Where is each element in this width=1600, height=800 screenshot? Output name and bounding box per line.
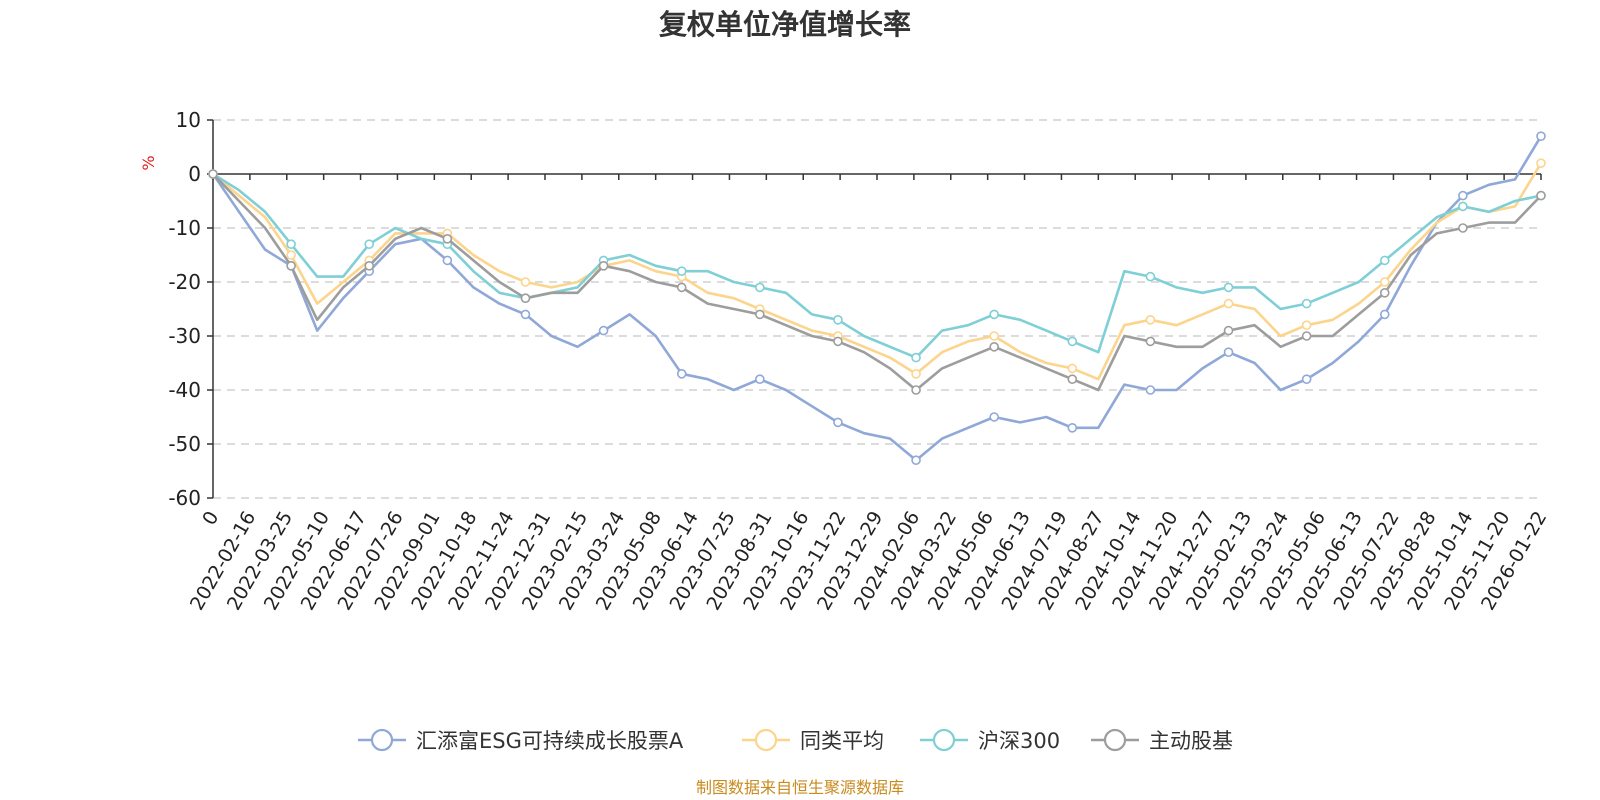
series-point bbox=[364, 239, 375, 249]
x-axis-ticks: 02022-02-162022-03-252022-05-102022-06-1… bbox=[186, 174, 1551, 614]
legend-label: 同类平均 bbox=[800, 729, 884, 753]
series-point bbox=[1379, 287, 1390, 298]
series-point bbox=[1145, 385, 1156, 395]
y-tick-label: -10 bbox=[168, 216, 201, 240]
y-tick-label: -30 bbox=[168, 324, 201, 348]
legend-item-1[interactable]: 同类平均 bbox=[742, 728, 884, 753]
series-point bbox=[1379, 255, 1390, 266]
series-point bbox=[676, 282, 687, 293]
series-point bbox=[676, 266, 687, 277]
series-point bbox=[1067, 422, 1078, 433]
y-tick-label: -20 bbox=[168, 270, 201, 294]
series-line-2 bbox=[212, 172, 1542, 359]
series-point bbox=[1301, 374, 1312, 385]
series-point bbox=[442, 234, 453, 244]
series-point bbox=[598, 325, 609, 336]
series-point bbox=[755, 282, 765, 293]
series-point bbox=[286, 260, 296, 271]
series-point bbox=[520, 293, 531, 304]
series-point bbox=[989, 309, 999, 320]
series-point bbox=[911, 368, 921, 379]
series-point bbox=[833, 417, 843, 428]
series-point bbox=[208, 169, 218, 179]
series-point bbox=[989, 412, 999, 422]
y-tick-label: 0 bbox=[188, 162, 201, 186]
y-tick-label: -60 bbox=[168, 486, 201, 510]
series-point bbox=[989, 341, 999, 352]
series-point bbox=[911, 455, 921, 466]
legend-label: 沪深300 bbox=[978, 729, 1060, 753]
legend-marker bbox=[754, 728, 778, 752]
series-line-0 bbox=[211, 135, 1543, 462]
series-point bbox=[520, 277, 531, 287]
series-point bbox=[520, 309, 531, 320]
series-line-1 bbox=[212, 162, 1543, 381]
legend-marker bbox=[1103, 728, 1127, 752]
series-point bbox=[833, 336, 843, 347]
series-point bbox=[1301, 298, 1312, 309]
y-axis-ticks: 10 0 -10 -20 -30 -40 -50 -60 bbox=[168, 108, 213, 510]
series-point bbox=[1067, 336, 1078, 347]
series-point bbox=[1301, 331, 1312, 341]
series-point bbox=[442, 255, 453, 266]
series-point bbox=[1379, 309, 1390, 320]
series-point bbox=[1536, 190, 1546, 201]
legend-item-0[interactable]: 汇添富ESG可持续成长股票A bbox=[358, 728, 684, 753]
series-point bbox=[833, 314, 843, 325]
series-point bbox=[755, 309, 765, 320]
legend-item-3[interactable]: 主动股基 bbox=[1091, 728, 1233, 753]
y-tick-label: -40 bbox=[168, 378, 201, 402]
series-point bbox=[1458, 190, 1468, 201]
series-point bbox=[1379, 277, 1390, 287]
series-point bbox=[676, 368, 687, 379]
series-point bbox=[1223, 298, 1234, 309]
series-point bbox=[598, 260, 609, 271]
legend[interactable]: 汇添富ESG可持续成长股票A 同类平均 沪深300 主动股基 bbox=[358, 728, 1233, 753]
chart-title: 复权单位净值增长率 bbox=[659, 8, 911, 41]
series-point bbox=[1067, 374, 1078, 385]
series-point bbox=[1145, 314, 1156, 325]
legend-label: 主动股基 bbox=[1149, 729, 1233, 753]
series-point bbox=[1458, 223, 1468, 233]
series-point bbox=[1067, 363, 1078, 374]
series-point bbox=[1145, 336, 1156, 347]
series-point bbox=[911, 352, 921, 363]
series-point bbox=[1458, 201, 1468, 212]
series-point bbox=[1223, 347, 1234, 358]
series-point bbox=[1223, 282, 1234, 293]
series-point bbox=[1536, 131, 1546, 141]
legend-marker bbox=[370, 728, 394, 752]
series-point bbox=[364, 260, 375, 271]
x-tick-label: 0 bbox=[198, 508, 223, 529]
series-line-3 bbox=[212, 173, 1542, 392]
series-point bbox=[989, 331, 999, 341]
legend-marker bbox=[932, 728, 956, 752]
legend-label: 汇添富ESG可持续成长股票A bbox=[416, 729, 684, 753]
y-tick-label: -50 bbox=[168, 432, 201, 456]
series-point bbox=[911, 385, 921, 395]
series-lines bbox=[208, 131, 1546, 466]
y-axis-unit-label: % bbox=[139, 155, 158, 170]
series-point bbox=[286, 239, 296, 249]
legend-item-2[interactable]: 沪深300 bbox=[920, 728, 1060, 753]
series-point bbox=[1301, 320, 1312, 331]
series-point bbox=[286, 250, 296, 260]
source-note: 制图数据来自恒生聚源数据库 bbox=[696, 778, 904, 797]
y-tick-label: 10 bbox=[176, 108, 201, 132]
series-point bbox=[1145, 271, 1156, 282]
series-point bbox=[1223, 325, 1234, 336]
series-point bbox=[1536, 158, 1546, 168]
series-point bbox=[755, 374, 765, 385]
